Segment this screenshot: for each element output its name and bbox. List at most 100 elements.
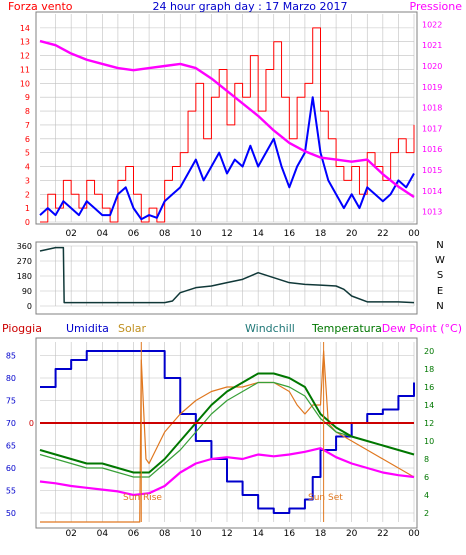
dew-point-y-tick-label: 12 <box>424 419 434 428</box>
sunrise-label: Sun Rise <box>123 493 162 503</box>
dew-point-y-tick-label: 20 <box>424 347 434 356</box>
series-layer <box>39 27 415 523</box>
humidity-y-tick-label: 50 <box>6 509 16 518</box>
pressure-y-tick-label: 1014 <box>422 187 442 196</box>
humidity-y-tick-label: 60 <box>6 464 16 473</box>
temperature-x-tick-label: 22 <box>377 529 388 539</box>
dew-point-y-tick-label: 6 <box>424 473 429 482</box>
direction-y-tick-label: 270 <box>17 257 32 266</box>
dew-point-line <box>39 447 415 497</box>
pressure-y-tick-label: 1015 <box>422 166 442 175</box>
humidity-y-tick-label: 80 <box>6 374 16 383</box>
temperature-x-tick-label: 16 <box>284 529 296 539</box>
wind-x-tick-label: 18 <box>315 229 327 239</box>
legend-windchill: Windchill <box>245 322 295 335</box>
wind-y-tick-label: 11 <box>20 65 30 74</box>
humidity-y-tick-label: 85 <box>6 352 16 361</box>
humidity-y-tick-label: 65 <box>6 442 16 451</box>
direction-y-tick-label: 360 <box>17 242 32 251</box>
direction-line <box>39 246 415 304</box>
pressure-y-tick-label: 1022 <box>422 20 442 29</box>
wind-y-tick-label: 0 <box>25 218 30 227</box>
dew-point-y-tick-label: 10 <box>424 437 434 446</box>
pressure-y-tick-label: 1021 <box>422 41 442 50</box>
legend-dew-point: Dew Point (°C) <box>382 322 462 335</box>
dew-point-y-tick-label: 4 <box>424 491 429 500</box>
graph-title: 24 hour graph day : 17 Marzo 2017 <box>152 0 347 13</box>
temperature-x-tick-label: 00 <box>408 529 420 539</box>
temperature-x-tick-label: 10 <box>190 529 202 539</box>
wind-y-tick-label: 5 <box>25 149 30 158</box>
wind-y-tick-label: 13 <box>20 38 30 47</box>
compass-label: N <box>436 240 443 251</box>
wind-x-tick-label: 06 <box>128 229 140 239</box>
humidity-y-tick-label: 75 <box>6 397 16 406</box>
humidity-y-tick-label: 70 <box>6 419 16 428</box>
wind-x-tick-label: 14 <box>252 229 264 239</box>
wind-x-tick-label: 20 <box>346 229 358 239</box>
pressure-axis-title: Pressione <box>410 0 463 13</box>
wind-x-tick-label: 22 <box>377 229 388 239</box>
pressure-y-tick-label: 1013 <box>422 208 442 217</box>
wind-y-tick-label: 8 <box>25 107 30 116</box>
pressure-line <box>39 39 415 199</box>
pressure-y-tick-label: 1016 <box>422 145 442 154</box>
temperature-panel <box>35 337 418 529</box>
wind-x-tick-label: 02 <box>65 229 76 239</box>
temperature-x-tick-label: 02 <box>65 529 76 539</box>
wind-y-tick-label: 10 <box>20 79 30 88</box>
temperature-x-tick-label: 12 <box>221 529 232 539</box>
temperature-line <box>39 372 415 474</box>
pressure-y-tick-label: 1019 <box>422 83 442 92</box>
wind-y-tick-label: 1 <box>25 204 30 213</box>
wind-x-tick-label: 04 <box>97 229 109 239</box>
dew-point-y-tick-label: 14 <box>424 401 434 410</box>
wind-average-line <box>39 96 415 221</box>
wind-y-tick-label: 6 <box>25 135 30 144</box>
temperature-x-tick-label: 14 <box>252 529 264 539</box>
humidity-y-tick-label: 55 <box>6 487 16 496</box>
axes-layer: 0123456789101112131410131014101510161017… <box>6 20 445 539</box>
wind-y-tick-label: 9 <box>25 93 30 102</box>
compass-label: N <box>436 301 443 312</box>
pressure-y-tick-label: 1017 <box>422 124 442 133</box>
compass-label: E <box>437 286 443 297</box>
wind-y-tick-label: 3 <box>25 176 30 185</box>
temperature-x-tick-label: 18 <box>315 529 327 539</box>
direction-y-tick-label: 90 <box>22 287 32 296</box>
temperature-x-tick-label: 08 <box>159 529 171 539</box>
wind-y-tick-label: 4 <box>25 163 30 172</box>
dew-point-y-tick-label: 2 <box>424 509 429 518</box>
legend-humidity: Umidita <box>66 322 109 335</box>
wind-x-tick-label: 16 <box>284 229 296 239</box>
sunset-label: Sun Set <box>308 493 343 503</box>
direction-y-tick-label: 180 <box>17 272 32 281</box>
wind-y-tick-label: 7 <box>25 121 30 130</box>
legend-rain: Pioggia <box>2 322 42 335</box>
wind-gust-line <box>40 27 415 223</box>
wind-x-tick-label: 08 <box>159 229 171 239</box>
pressure-y-tick-label: 1020 <box>422 62 442 71</box>
wind-x-tick-label: 12 <box>221 229 232 239</box>
compass-label: S <box>437 270 443 281</box>
rain-y-tick-label: 0 <box>29 419 34 428</box>
legend-temperature: Temperatura <box>311 322 382 335</box>
legend-solar: Solar <box>118 322 147 335</box>
wind-x-tick-label: 00 <box>408 229 420 239</box>
dew-point-y-tick-label: 16 <box>424 383 434 392</box>
temperature-x-tick-label: 06 <box>128 529 140 539</box>
wind-y-tick-label: 14 <box>20 24 30 33</box>
wind-x-tick-label: 10 <box>190 229 202 239</box>
compass-label: W <box>435 255 445 266</box>
temperature-x-tick-label: 20 <box>346 529 358 539</box>
temperature-x-tick-label: 04 <box>97 529 109 539</box>
pressure-y-tick-label: 1018 <box>422 104 442 113</box>
wind-y-tick-label: 2 <box>25 190 30 199</box>
dew-point-y-tick-label: 18 <box>424 365 434 374</box>
direction-y-tick-label: 0 <box>27 302 32 311</box>
dew-point-y-tick-label: 8 <box>424 455 429 464</box>
wind-y-tick-label: 12 <box>20 52 30 61</box>
wind-axis-title: Forza vento <box>8 0 73 13</box>
